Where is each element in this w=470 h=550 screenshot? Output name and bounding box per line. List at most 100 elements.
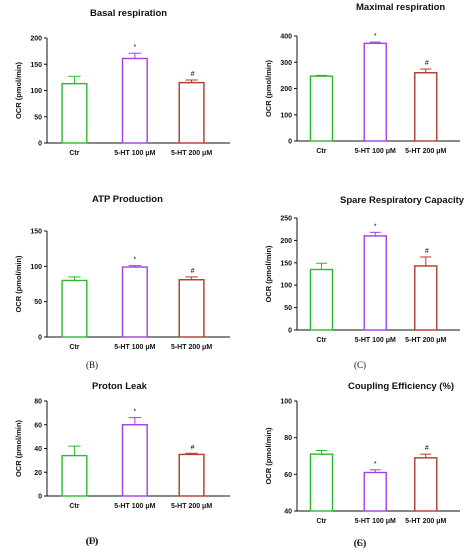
bar [363,471,387,512]
bar [178,279,205,338]
y-tick-label: 100 [30,88,42,95]
significance-mark: # [191,71,195,78]
x-category-label: Ctr [316,337,326,344]
bar [61,82,88,144]
chart-title: Maximal respiration [356,2,445,13]
y-axis-label: OCR (pmol/min) [264,59,273,117]
x-category-label: 5-HT 200 μM [171,344,212,351]
y-tick-label: 200 [30,36,42,43]
significance-mark: * [374,33,377,40]
panel-label: (G) [354,538,367,548]
x-category-label: 5-HT 100 μM [114,503,155,510]
y-tick-label: 60 [34,422,42,429]
y-tick-label: 50 [284,305,292,312]
chart-panel-2: Maximal respiration OCR (pmol/min) 0 100 200… [264,2,460,155]
y-tick-label: 80 [34,399,42,406]
x-category-label: 5-HT 100 μM [114,150,155,157]
y-tick-label: 300 [280,60,292,67]
y-tick-label: 40 [284,509,292,516]
bar [121,266,148,338]
significance-mark: # [191,444,195,451]
bar [363,235,387,331]
significance-mark: * [374,461,377,468]
y-tick-label: 0 [38,141,42,148]
y-tick-label: 400 [280,34,292,41]
y-tick-label: 200 [280,238,292,245]
y-tick-label: 250 [280,216,292,223]
bar [414,457,438,512]
y-tick-label: 0 [288,139,292,146]
bar [414,72,438,142]
y-tick-label: 100 [280,283,292,290]
panel-label: (D) [86,536,99,546]
y-tick-label: 200 [280,86,292,93]
panel-label: (E) [354,538,366,548]
x-category-label: Ctr [69,150,79,157]
bar [309,75,334,142]
y-axis-label: OCR (pmol/min) [14,61,23,119]
y-tick-label: 50 [34,299,42,306]
y-axis-label: OCR (pmol/min) [264,427,273,485]
x-category-label: Ctr [69,344,79,351]
y-tick-label: 20 [34,470,42,477]
y-tick-label: 100 [30,264,42,271]
x-category-label: 5-HT 100 μM [114,344,155,351]
bar [61,454,88,497]
x-category-label: Ctr [316,148,326,155]
y-axis-label: OCR (pmol/min) [14,419,23,477]
y-axis-label: OCR (pmol/min) [14,255,23,313]
x-category-label: 5-HT 200 μM [405,148,446,155]
significance-mark: * [133,409,136,416]
panel-label: (C) [354,360,366,370]
bar [309,268,334,331]
y-tick-label: 100 [280,112,292,119]
x-category-label: 5-HT 200 μM [405,337,446,344]
bar [309,453,334,512]
significance-mark: # [425,60,429,67]
x-category-label: 5-HT 100 μM [355,148,396,155]
significance-mark: * [133,44,136,51]
panel-label: (B) [86,360,98,370]
x-category-label: 5-HT 100 μM [355,337,396,344]
chart-title: ATP Production [92,194,163,205]
y-tick-label: 150 [280,260,292,267]
significance-mark: * [374,223,377,230]
chart-title: Coupling Efficiency (%) [348,381,454,392]
x-category-label: 5-HT 200 μM [405,518,446,525]
y-tick-label: 100 [280,399,292,406]
y-tick-label: 40 [34,446,42,453]
chart-title: Spare Respiratory Capacity [340,195,465,206]
bar [414,265,438,331]
bar [178,81,205,144]
x-category-label: 5-HT 100 μM [355,518,396,525]
significance-mark: # [425,445,429,452]
chart-panel-3: ATP Production OCR (pmol/min) 0 50 100 150 Ctr… [14,194,230,370]
significance-mark: # [191,268,195,275]
y-tick-label: 0 [38,335,42,342]
chart-panel-1: Basal respiration OCR (pmol/min) 0 50 100 150… [14,8,230,157]
panel-label: (F) [87,536,98,546]
bar [121,424,148,497]
bar [121,57,148,144]
significance-mark: # [425,248,429,255]
chart-title: Basal respiration [90,8,167,19]
chart-title: Proton Leak [92,381,148,392]
y-tick-label: 60 [284,472,292,479]
bar [178,453,205,497]
x-category-label: Ctr [69,503,79,510]
y-tick-label: 0 [38,494,42,501]
x-category-label: 5-HT 200 μM [171,503,212,510]
bar [363,42,387,142]
x-category-label: 5-HT 200 μM [171,150,212,157]
y-tick-label: 150 [30,62,42,69]
y-tick-label: 150 [30,229,42,236]
x-category-label: Ctr [316,518,326,525]
y-axis-label: OCR (pmol/min) [264,245,273,303]
chart-panel-5: Proton Leak OCR (pmol/min) 0 20 40 60 80 Ctr * 5-… [14,381,230,546]
y-tick-label: 50 [34,114,42,121]
y-tick-label: 0 [288,328,292,335]
y-tick-label: 80 [284,435,292,442]
bar [61,279,88,338]
significance-mark: * [133,257,136,264]
